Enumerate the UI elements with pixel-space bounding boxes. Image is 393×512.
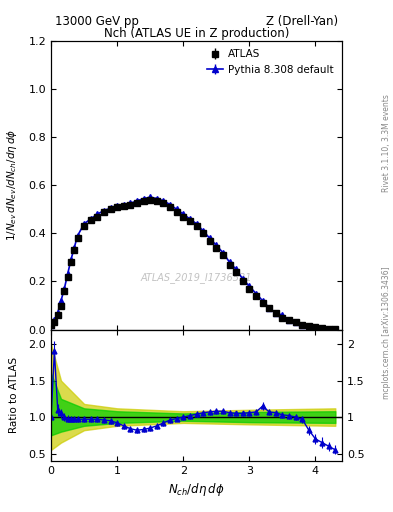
Text: ATLAS_2019_I1736531: ATLAS_2019_I1736531 [141, 272, 252, 283]
Text: Rivet 3.1.10, 3.3M events: Rivet 3.1.10, 3.3M events [382, 94, 391, 193]
Y-axis label: Ratio to ATLAS: Ratio to ATLAS [9, 357, 19, 433]
Text: Z (Drell-Yan): Z (Drell-Yan) [266, 15, 338, 28]
Legend: ATLAS, Pythia 8.308 default: ATLAS, Pythia 8.308 default [204, 46, 337, 78]
Y-axis label: $1/N_{ev}\,dN_{ev}/dN_{ch}/d\eta\,d\phi$: $1/N_{ev}\,dN_{ev}/dN_{ch}/d\eta\,d\phi$ [5, 129, 19, 241]
Text: mcplots.cern.ch [arXiv:1306.3436]: mcplots.cern.ch [arXiv:1306.3436] [382, 266, 391, 399]
X-axis label: $N_{ch}/d\eta\,d\phi$: $N_{ch}/d\eta\,d\phi$ [168, 481, 225, 498]
Text: 13000 GeV pp: 13000 GeV pp [55, 15, 139, 28]
Title: Nch (ATLAS UE in Z production): Nch (ATLAS UE in Z production) [104, 27, 289, 40]
